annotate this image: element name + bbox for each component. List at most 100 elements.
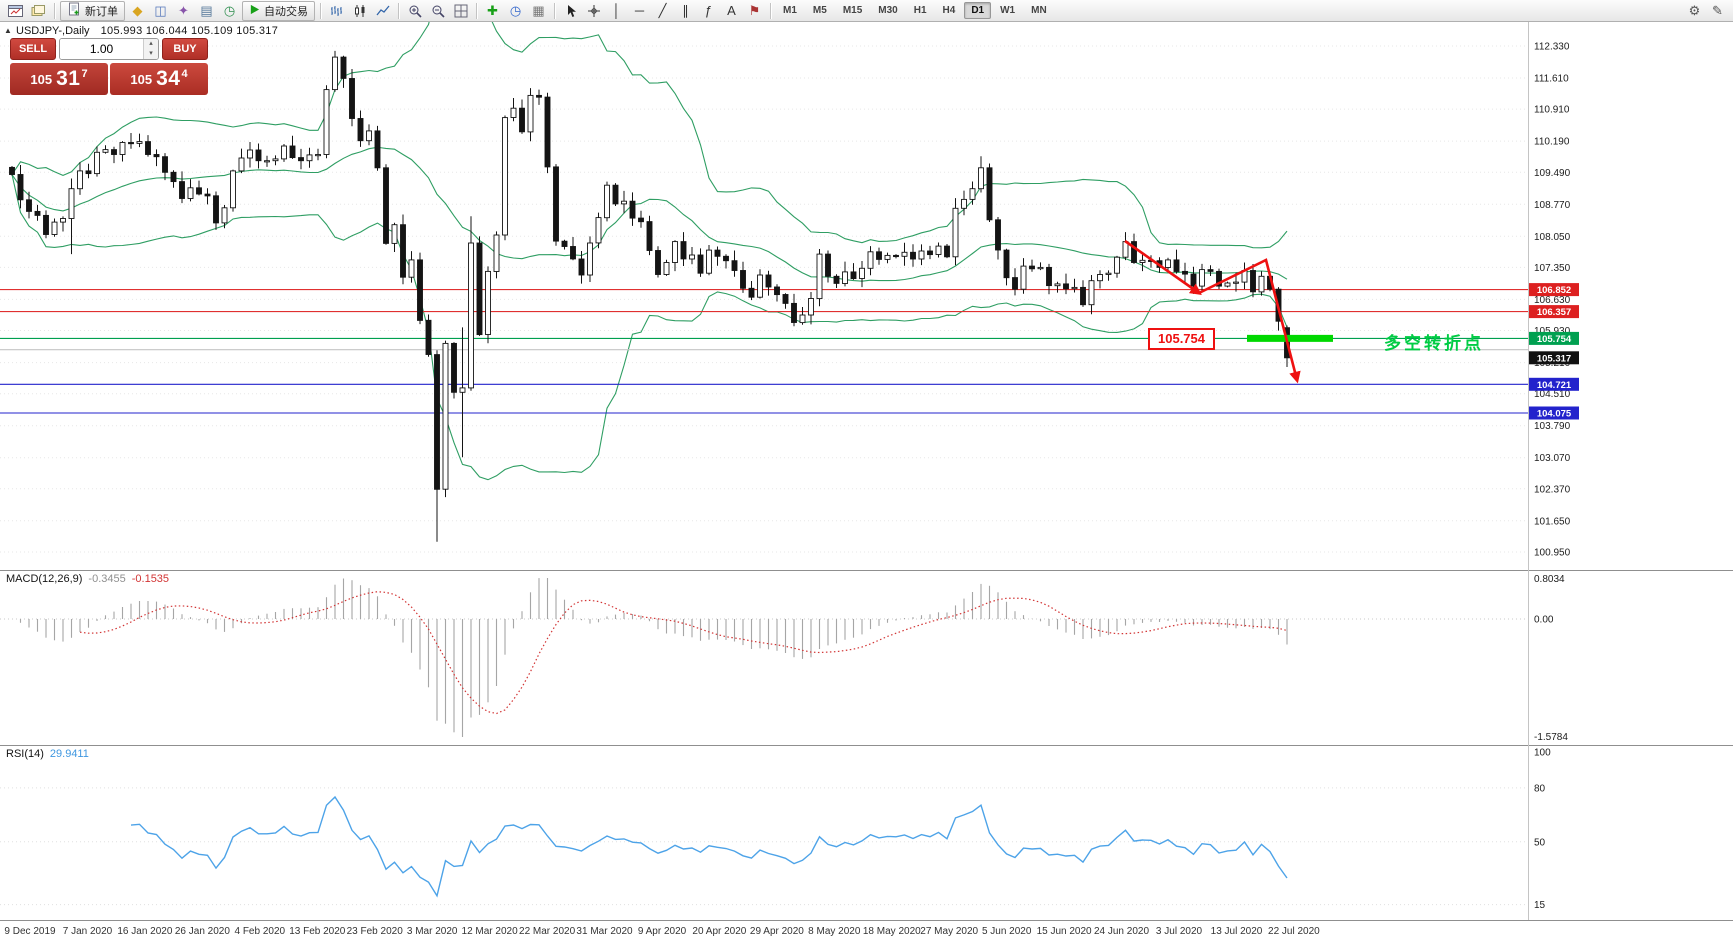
candle-body <box>842 271 848 284</box>
indicators-icon[interactable]: ✚ <box>487 2 498 18</box>
text-icon[interactable]: A <box>727 3 736 18</box>
candle-body <box>893 254 899 258</box>
terminal-icon[interactable]: ▤ <box>200 2 213 18</box>
price-axis-label: 106.630 <box>1534 295 1571 306</box>
date-axis[interactable]: 9 Dec 2019 7 Jan 2020 16 Jan 2020 26 Jan 20… <box>4 926 1320 937</box>
date-axis-label: 9 Apr 2020 <box>638 926 687 937</box>
new-chart-icon[interactable] <box>4 1 27 20</box>
profiles-icon[interactable] <box>27 1 50 20</box>
candle-body <box>553 166 559 242</box>
zoom-out-icon[interactable] <box>426 1 449 20</box>
date-axis-label: 9 Dec 2019 <box>4 926 56 937</box>
price-tag-105.754 <box>1529 331 1579 345</box>
candle-body <box>400 224 406 278</box>
new-order-button[interactable]: 新订单 <box>60 0 125 21</box>
timeframe-w1-button[interactable]: W1 <box>1000 5 1016 16</box>
buy-button[interactable]: BUY <box>162 38 208 60</box>
price-tag-106.357-text: 106.357 <box>1537 307 1571 318</box>
crosshair-icon[interactable] <box>582 1 605 20</box>
volume-down-icon[interactable]: ▾ <box>149 50 153 57</box>
candle-body <box>289 145 296 159</box>
price-axis[interactable]: 112.330 111.610 110.910 110.190 109.490 108.7… <box>1529 42 1579 559</box>
timeframe-m5-button[interactable]: M5 <box>812 5 827 16</box>
trend-arrow-2[interactable] <box>1198 258 1301 384</box>
candle-body <box>536 94 542 98</box>
sell-button[interactable]: SELL <box>10 38 56 60</box>
data-window-icon[interactable]: ◫ <box>154 2 167 18</box>
date-axis-label: 7 Jan 2020 <box>63 926 113 937</box>
vertical-line-icon[interactable]: │ <box>612 3 621 18</box>
candle-body <box>808 298 814 316</box>
oneclick-toggle-icon[interactable]: ▲ <box>4 26 12 35</box>
candle-body <box>527 94 534 133</box>
line-chart-icon[interactable] <box>371 1 394 20</box>
candle-body <box>680 241 687 260</box>
candle-body <box>1029 265 1035 270</box>
zoom-in-icon[interactable] <box>403 1 426 20</box>
tile-windows-icon[interactable] <box>449 1 472 20</box>
strategy-tester-icon[interactable]: ◷ <box>223 2 236 18</box>
candle-body <box>723 255 729 262</box>
candle-body <box>825 253 831 277</box>
market-watch-icon[interactable]: ◆ <box>132 2 143 18</box>
candle-body <box>247 149 253 159</box>
candle-body <box>366 130 372 142</box>
timeframe-m1-button[interactable]: M1 <box>783 5 797 16</box>
arrows-icon[interactable]: ⚑ <box>748 2 761 18</box>
candle-body <box>978 167 984 190</box>
sell-price[interactable]: 105 31 7 <box>10 63 108 95</box>
edit-icon[interactable]: ✎ <box>1712 2 1723 18</box>
buy-price[interactable]: 105 34 4 <box>110 63 208 95</box>
timeframe-h1-button[interactable]: H1 <box>913 5 927 16</box>
templates-icon[interactable]: ▦ <box>532 2 545 18</box>
candle-body <box>238 157 245 172</box>
fibonacci-icon[interactable]: ƒ <box>704 3 713 18</box>
navigator-icon[interactable]: ✦ <box>178 2 189 18</box>
volume-stepper[interactable]: ▴ ▾ <box>59 38 159 60</box>
timeframe-mn-button[interactable]: MN <box>1031 5 1047 16</box>
buy-price-pips: 34 <box>156 67 181 90</box>
candle-body <box>136 141 143 144</box>
date-axis-label: 24 Jun 2020 <box>1094 926 1149 937</box>
candle-body <box>833 275 840 284</box>
candle-body <box>935 245 942 255</box>
periods-icon[interactable]: ◷ <box>509 2 522 18</box>
turning-point-note[interactable]: 多空转折点 <box>1384 334 1484 353</box>
sell-price-prefix: 105 <box>30 71 53 87</box>
price-annotation-label[interactable]: 105.754 <box>1148 328 1215 350</box>
candle-body <box>1054 283 1061 287</box>
volume-up-icon[interactable]: ▴ <box>149 40 153 48</box>
candle-body <box>485 270 491 335</box>
rsi-line <box>130 795 1288 898</box>
horizontal-line-icon[interactable]: ─ <box>634 3 645 18</box>
price-axis-label: 110.190 <box>1534 137 1570 148</box>
date-axis-label: 12 Mar 2020 <box>462 926 519 937</box>
price-axis-label: 110.910 <box>1534 105 1570 116</box>
trend-arrow-1[interactable] <box>1124 239 1202 296</box>
volume-input[interactable] <box>60 39 143 59</box>
candle-body <box>1071 286 1078 290</box>
candle-body <box>459 387 466 393</box>
timeframe-m30-button[interactable]: M30 <box>878 5 898 16</box>
timeframe-h4-button[interactable]: H4 <box>942 5 956 16</box>
candle-body <box>561 240 568 247</box>
candle-body <box>646 221 653 251</box>
candle-body <box>918 250 925 260</box>
bars-chart-icon[interactable] <box>325 1 348 20</box>
cursor-icon[interactable] <box>559 1 582 20</box>
autotrading-button[interactable]: 自动交易 <box>242 0 315 21</box>
price-axis-label: 102.370 <box>1534 484 1571 495</box>
price-axis-label: 105.930 <box>1534 326 1571 337</box>
date-axis-label: 22 Mar 2020 <box>519 926 576 937</box>
trendline-icon[interactable]: ╱ <box>658 2 667 18</box>
candle-body <box>357 118 364 142</box>
channel-icon[interactable]: ∥ <box>682 2 689 18</box>
candle-body <box>196 187 202 195</box>
timeframe-d1-button[interactable]: D1 <box>964 2 992 19</box>
timeframe-m15-button[interactable]: M15 <box>842 5 863 16</box>
candle-body <box>502 117 508 236</box>
macd-axis-label: 0.8034 <box>1534 574 1565 585</box>
settings-icon[interactable]: ⚙ <box>1688 2 1701 18</box>
candles-chart-icon[interactable] <box>348 1 371 20</box>
